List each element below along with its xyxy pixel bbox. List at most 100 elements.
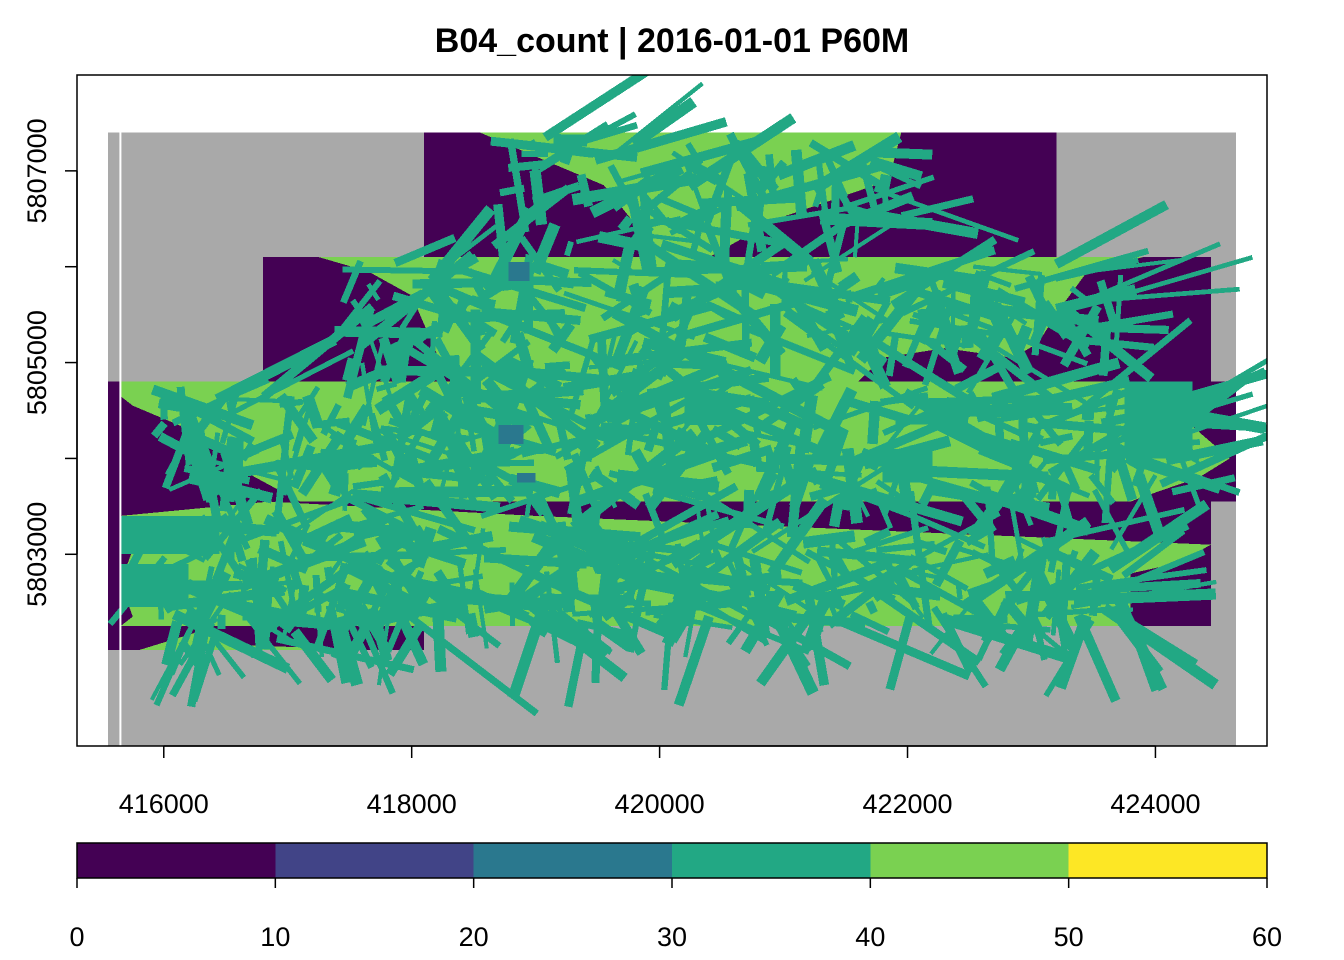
count-block-35 xyxy=(120,563,189,607)
count-pixel-cluster xyxy=(718,206,732,272)
count-pixel-cluster xyxy=(940,613,1071,664)
count-pixel-cluster xyxy=(239,442,256,462)
count-pixel-cluster xyxy=(796,394,818,454)
count-pixel-cluster xyxy=(1081,405,1095,421)
count-pixel-cluster xyxy=(518,515,627,559)
count-pixel-cluster xyxy=(237,494,356,545)
count-pixel-cluster xyxy=(673,614,714,707)
count-pixel-cluster xyxy=(432,607,447,673)
count-pixel-cluster xyxy=(800,303,852,330)
count-pixel-cluster xyxy=(976,328,1003,362)
count-pixel-cluster xyxy=(350,298,364,315)
count-pixel-cluster xyxy=(1040,548,1100,621)
count-pixel-cluster xyxy=(375,533,430,614)
count-pixel-cluster xyxy=(356,250,476,351)
count-pixel-cluster xyxy=(1121,527,1186,579)
count-pixel-cluster xyxy=(602,598,652,607)
count-pixel-cluster xyxy=(1133,473,1167,542)
count-pixel-cluster xyxy=(643,425,660,453)
count-pixel-cluster xyxy=(626,516,731,556)
count-pixel-cluster xyxy=(637,213,654,233)
count-pixel-cluster xyxy=(804,596,830,686)
count-pixel-cluster xyxy=(597,231,655,254)
count-pixel-cluster xyxy=(161,390,255,446)
count-pixel-cluster xyxy=(1075,567,1207,591)
count-pixel-cluster xyxy=(670,265,773,317)
count-pixel-cluster xyxy=(498,403,608,443)
count-pixel-cluster xyxy=(606,600,646,656)
count-pixel-cluster xyxy=(433,569,481,637)
count-pixel-cluster xyxy=(627,564,651,653)
x-tick-label: 420000 xyxy=(615,789,705,819)
count-pixel-cluster xyxy=(671,426,688,444)
count-pixel-cluster xyxy=(472,568,489,649)
nodata-strip xyxy=(119,75,122,746)
count-pixel-cluster xyxy=(954,361,1005,393)
count-pixel-cluster xyxy=(734,427,838,455)
count-pixel-cluster xyxy=(812,191,823,208)
count-pixel-cluster xyxy=(930,300,964,375)
count-pixel-cluster xyxy=(611,258,633,273)
count-pixel-cluster xyxy=(1061,314,1092,358)
count-pixel-cluster xyxy=(342,357,358,382)
count-pixel-cluster xyxy=(521,150,549,158)
legend-tick-label: 60 xyxy=(1252,922,1282,952)
count-pixel-cluster xyxy=(257,582,349,636)
count-pixel-cluster xyxy=(537,260,570,280)
count-pixel-cluster xyxy=(591,600,603,684)
count-pixel-cluster xyxy=(428,407,444,440)
count-pixel-cluster xyxy=(415,573,484,591)
count-pixel-cluster xyxy=(906,284,1008,325)
count-pixel-cluster xyxy=(683,573,703,658)
count-pixel-cluster xyxy=(1054,284,1138,315)
count-pixel-cluster xyxy=(161,620,183,667)
legend-tick-label: 40 xyxy=(855,922,885,952)
legend-swatch xyxy=(672,843,871,878)
count-pixel-cluster xyxy=(971,549,1020,578)
count-pixel-cluster xyxy=(1000,406,1038,423)
count-pixel-cluster xyxy=(747,599,798,620)
count-pixel-cluster xyxy=(1014,247,1150,292)
count-pixel-cluster xyxy=(815,557,845,607)
count-pixel-cluster xyxy=(211,637,247,680)
count-pixel-cluster xyxy=(183,464,251,485)
legend-swatch xyxy=(1068,843,1267,878)
count-pixel-cluster xyxy=(507,605,549,700)
y-tick-label: 5803000 xyxy=(22,502,52,607)
legend-swatch xyxy=(275,843,474,878)
count-pixel-cluster xyxy=(688,372,832,450)
count-pixel-cluster xyxy=(689,212,707,255)
count-pixel-cluster xyxy=(994,417,1006,460)
count-pixel-cluster xyxy=(702,332,758,363)
count-pixel-cluster xyxy=(570,428,699,533)
count-pixel-cluster xyxy=(970,272,1006,332)
count-pixel-cluster xyxy=(224,514,247,563)
count-pixel-cluster xyxy=(217,614,226,630)
count-pixel-cluster xyxy=(756,471,779,503)
count-pixel-cluster xyxy=(664,217,715,253)
legend-tick-label: 50 xyxy=(1054,922,1084,952)
count-pixel-cluster xyxy=(738,201,814,267)
count-pixel-cluster xyxy=(1067,549,1079,566)
count-pixel-cluster xyxy=(278,438,295,480)
count-pixel-cluster xyxy=(1099,607,1134,613)
count-pixel-cluster xyxy=(1031,274,1046,356)
y-tick-label: 5805000 xyxy=(22,310,52,415)
count-pixel-cluster xyxy=(741,282,750,354)
count-pixel-cluster xyxy=(1058,456,1081,492)
count-pixel-cluster xyxy=(633,482,739,547)
count-pixel-cluster xyxy=(169,634,208,698)
count-pixel-cluster xyxy=(1016,536,1096,578)
count-pixel-cluster xyxy=(328,518,372,577)
count-pixel-cluster xyxy=(153,638,188,707)
count-pixel-cluster xyxy=(574,121,639,147)
count-pixel-cluster xyxy=(1055,257,1139,282)
count-pixel-cluster xyxy=(1117,447,1241,496)
count-pixel-cluster xyxy=(825,308,856,370)
count-pixel-cluster xyxy=(1083,420,1094,458)
legend-tick-label: 20 xyxy=(459,922,489,952)
count-pixel-cluster xyxy=(297,430,346,497)
count-pixel-cluster xyxy=(810,386,858,464)
count-pixel-cluster xyxy=(524,291,564,337)
count-pixel-cluster xyxy=(767,496,830,577)
